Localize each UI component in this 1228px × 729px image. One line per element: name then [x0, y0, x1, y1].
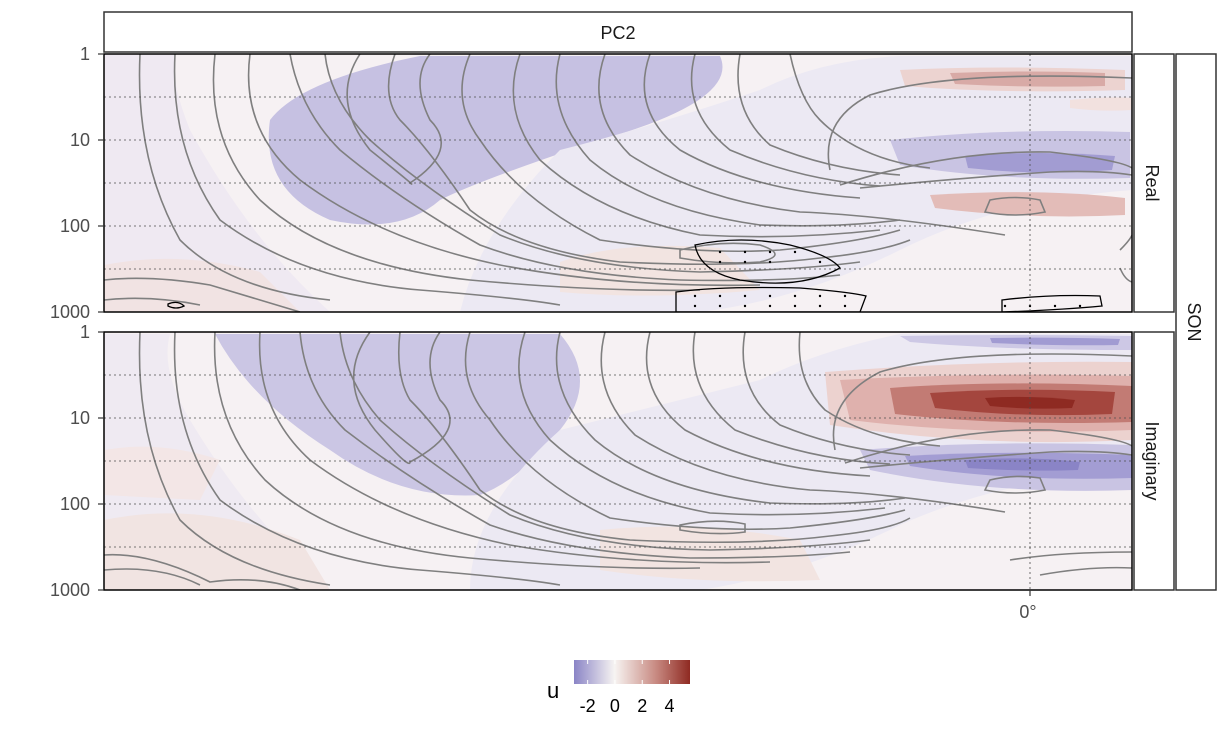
neg-lobe-imag	[215, 334, 580, 496]
y-tick-label: 1	[80, 322, 90, 342]
panel-real	[103, 53, 1133, 313]
legend-colorbar	[574, 660, 690, 684]
legend-ticks: -2 0 2 4	[580, 660, 675, 716]
x-tick-label: 0°	[1019, 602, 1036, 622]
facet-column-label: PC2	[600, 23, 635, 43]
y-tick-label: 10	[70, 408, 90, 428]
y-tick-label: 1000	[50, 302, 90, 322]
y-tick-label: 10	[70, 130, 90, 150]
legend-tick-label: 0	[610, 696, 620, 716]
facet-row-label-imaginary: Imaginary	[1142, 421, 1162, 500]
facet-row-strip-real: Real	[1133, 53, 1175, 313]
legend-title: u	[547, 678, 559, 703]
facet-row-strip-imaginary: Imaginary	[1133, 331, 1175, 591]
panel-imaginary	[103, 331, 1133, 591]
gridlines-real	[104, 54, 1132, 312]
facet-column-strip: PC2	[103, 11, 1133, 53]
facet-outer-label: SON	[1184, 302, 1204, 341]
legend-tick-label: 4	[665, 696, 675, 716]
facet-row-label-real: Real	[1142, 164, 1162, 201]
legend: u -2 0 2 4	[547, 660, 690, 716]
x-axis: 0°	[1019, 590, 1037, 622]
legend-tick-label: -2	[580, 696, 596, 716]
y-tick-label: 100	[60, 216, 90, 236]
y-tick-label: 1	[80, 44, 90, 64]
pos-band-real-low	[930, 192, 1125, 217]
significance-dots-real	[693, 250, 1082, 308]
y-tick-label: 1000	[50, 580, 90, 600]
facet-outer-strip: SON	[1175, 53, 1217, 591]
gridlines-imaginary	[104, 332, 1132, 590]
y-tick-label: 100	[60, 494, 90, 514]
legend-tick-label: 2	[637, 696, 647, 716]
